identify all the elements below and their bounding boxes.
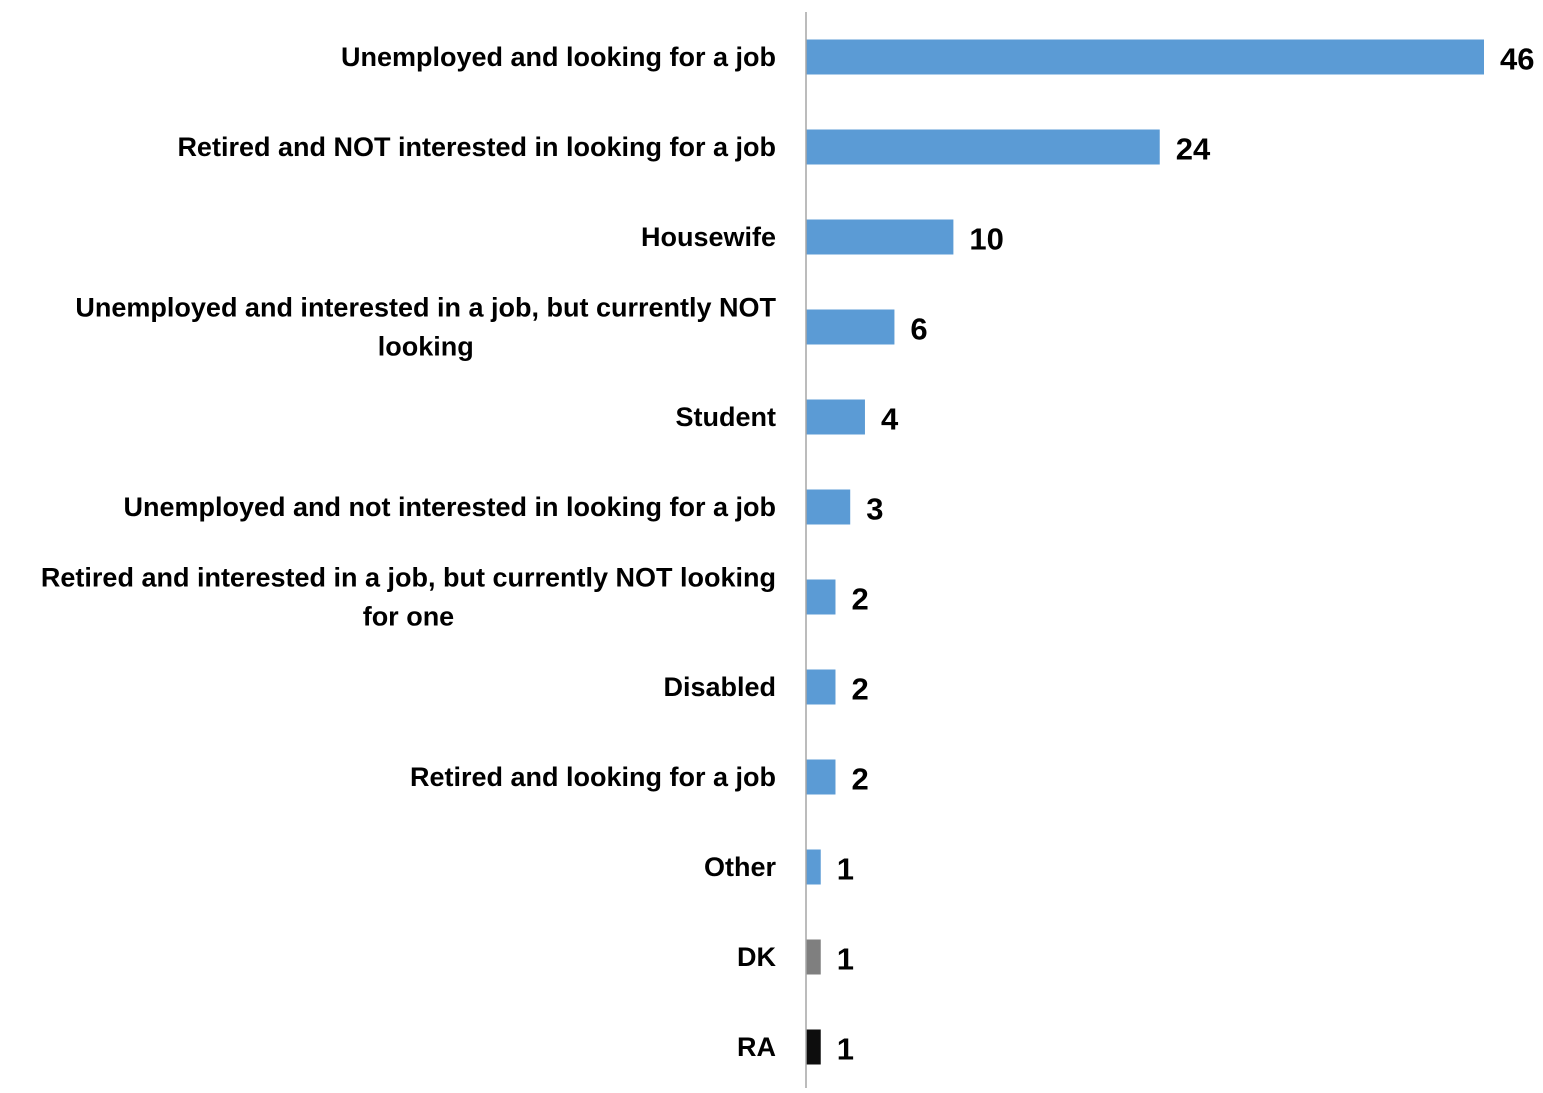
category-label-retired-and-looking-for-a-job: Retired and looking for a job — [410, 762, 776, 792]
category-label-housewife: Housewife — [641, 222, 776, 252]
value-label-disabled: 2 — [851, 672, 868, 707]
bar-unemployed-and-interested-in-a-job-but-currently-not-looking — [806, 309, 895, 345]
bar-other — [806, 849, 821, 885]
value-label-unemployed-and-not-interested-in-looking-for-a-job: 3 — [866, 492, 883, 527]
bar-retired-and-looking-for-a-job — [806, 759, 836, 795]
value-label-retired-and-not-interested-in-looking-for-a-job: 24 — [1176, 132, 1211, 167]
category-label-line: for one — [363, 602, 455, 632]
value-label-ra: 1 — [837, 1032, 854, 1067]
category-label-line: looking — [378, 332, 474, 362]
value-label-student: 4 — [881, 402, 899, 437]
bar-housewife — [806, 219, 954, 255]
bar-ra — [806, 1029, 821, 1065]
category-label-retired-and-not-interested-in-looking-for-a-job: Retired and NOT interested in looking fo… — [177, 132, 776, 162]
category-label-retired-and-interested-in-a-job-but-currently-not-looking-for-one: Retired and interested in a job, but cur… — [41, 563, 776, 632]
bars-group — [806, 39, 1484, 1065]
category-label-line: Retired and interested in a job, but cur… — [41, 563, 776, 593]
bar-retired-and-not-interested-in-looking-for-a-job — [806, 129, 1160, 165]
category-label-unemployed-and-looking-for-a-job: Unemployed and looking for a job — [341, 42, 776, 72]
category-label-unemployed-and-interested-in-a-job-but-currently-not-looking: Unemployed and interested in a job, but … — [75, 293, 776, 362]
bar-student — [806, 399, 865, 435]
category-label-other: Other — [704, 852, 777, 882]
bar-unemployed-and-looking-for-a-job — [806, 39, 1484, 75]
category-label-line: Unemployed and interested in a job, but … — [75, 293, 776, 323]
category-label-unemployed-and-not-interested-in-looking-for-a-job: Unemployed and not interested in looking… — [123, 492, 776, 522]
value-label-other: 1 — [837, 852, 854, 887]
category-label-student: Student — [676, 402, 777, 432]
category-label-dk: DK — [737, 942, 776, 972]
value-label-retired-and-looking-for-a-job: 2 — [851, 762, 868, 797]
category-label-disabled: Disabled — [663, 672, 776, 702]
value-label-housewife: 10 — [969, 222, 1003, 257]
category-label-ra: RA — [737, 1032, 776, 1062]
value-label-unemployed-and-looking-for-a-job: 46 — [1500, 42, 1534, 77]
value-label-unemployed-and-interested-in-a-job-but-currently-not-looking: 6 — [910, 312, 927, 347]
bar-dk — [806, 939, 821, 975]
value-labels: 46 24 10 6 4 3 2 2 2 1 1 1 — [837, 42, 1535, 1067]
value-label-retired-and-interested-in-a-job-but-currently-not-looking-for-one: 2 — [851, 582, 868, 617]
value-label-dk: 1 — [837, 942, 854, 977]
bar-retired-and-interested-in-a-job-but-currently-not-looking-for-one — [806, 579, 836, 615]
bar-unemployed-and-not-interested-in-looking-for-a-job — [806, 489, 851, 525]
bar-disabled — [806, 669, 836, 705]
category-labels: Unemployed and looking for a job Retired … — [41, 42, 777, 1062]
